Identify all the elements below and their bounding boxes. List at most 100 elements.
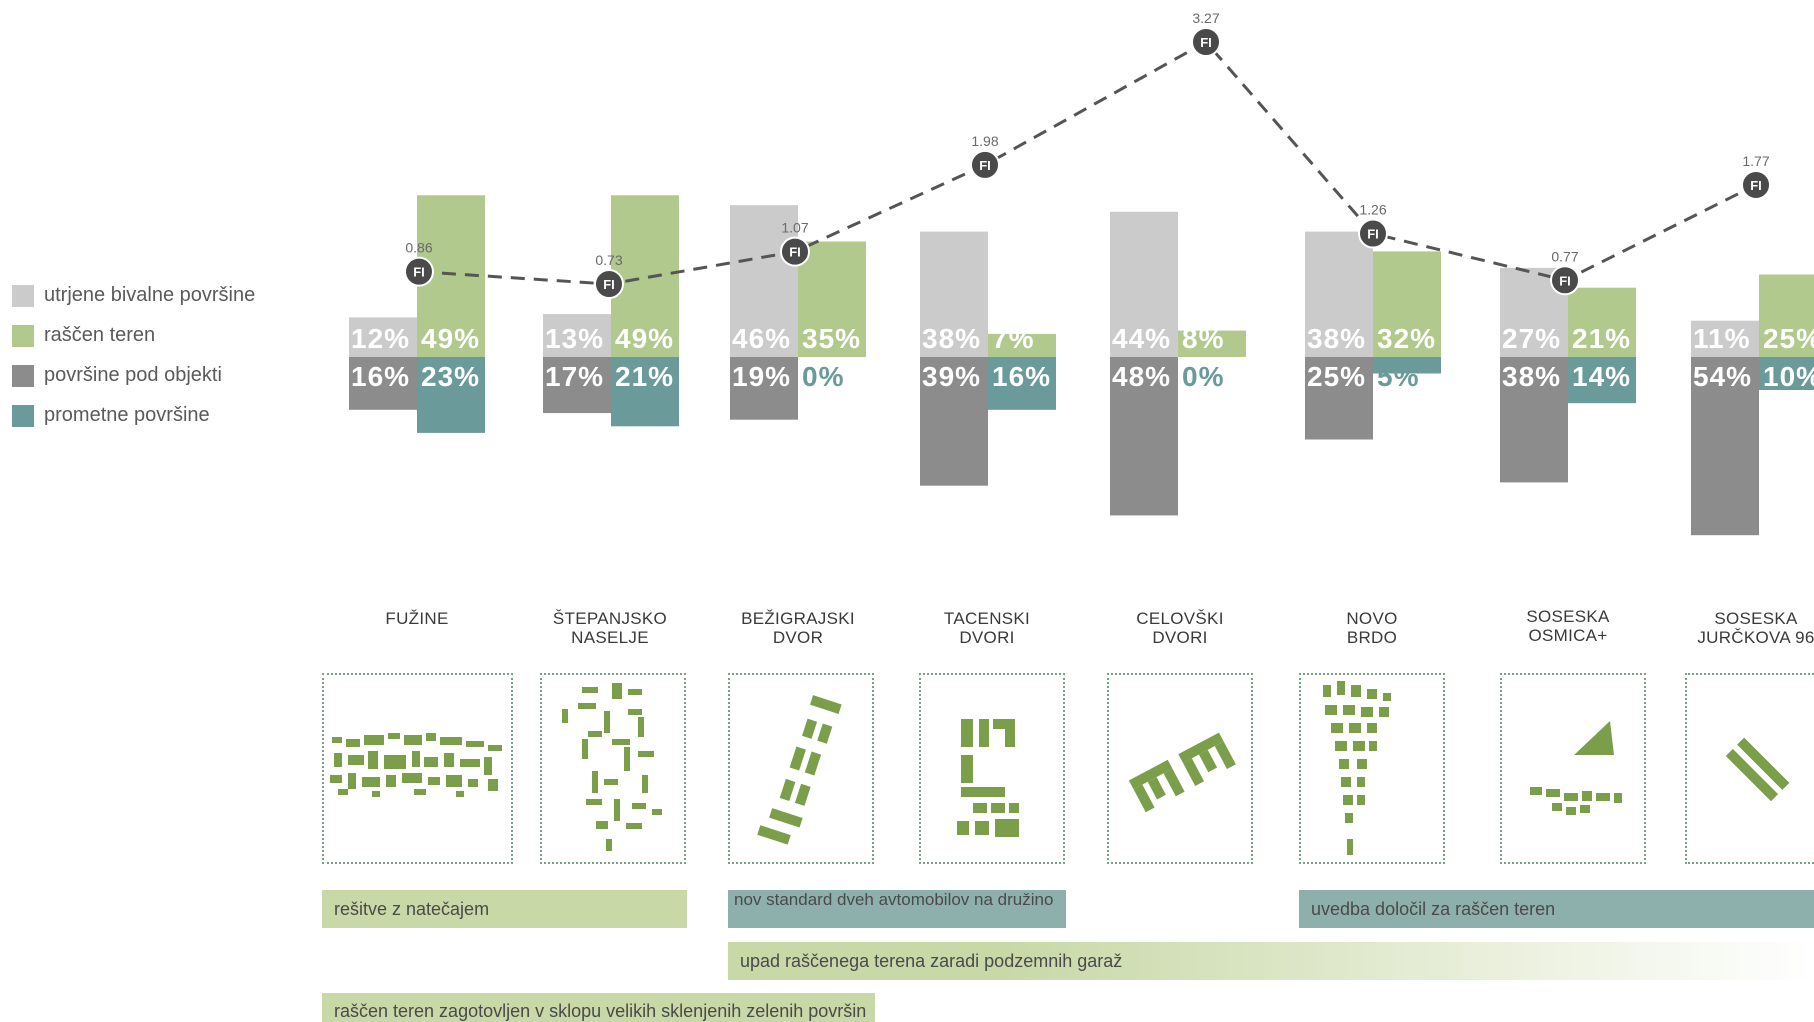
site-plan-novo-brdo [1299, 673, 1445, 864]
bar-utrjene [1305, 231, 1373, 357]
fi-marker [1550, 265, 1580, 296]
fi-marker [594, 269, 624, 300]
data-label-utrjene: 38% [1307, 323, 1366, 354]
fi-marker [404, 256, 434, 287]
bar-objekti [1305, 357, 1373, 440]
data-label-objekti: 16% [351, 361, 410, 392]
data-label-rascen: 49% [421, 323, 480, 354]
fi-line [418, 40, 1757, 286]
fi-value-label: 0.73 [595, 252, 622, 268]
site-plan-drawing [562, 683, 662, 851]
category-label-osmica: SOSESKA OSMICA+ [1526, 607, 1610, 645]
site-plan-tacenski [919, 673, 1065, 864]
data-label-prometne: 0% [1182, 361, 1224, 392]
data-label-objekti: 38% [1502, 361, 1561, 392]
bar-rascen [611, 195, 679, 357]
legend-label: površine pod objekti [44, 364, 222, 386]
category-label-fuzine: FUŽINE [385, 609, 449, 628]
bar-prometne [611, 357, 679, 427]
data-label-utrjene: 11% [1693, 323, 1751, 354]
bar-utrjene [920, 231, 988, 357]
site-plan-bezigrajski [728, 673, 874, 864]
data-label-utrjene: 38% [922, 323, 981, 354]
data-label-prometne: 14% [1572, 361, 1631, 392]
site-plan-drawing [1530, 721, 1622, 815]
bar-objekti [1110, 357, 1178, 516]
data-label-utrjene: 27% [1502, 323, 1561, 354]
fi-marker-label: FI [1367, 227, 1379, 242]
fi-marker-label: FI [789, 245, 801, 260]
data-label-prometne: 0% [802, 361, 844, 392]
fi-value-label: 1.98 [971, 133, 998, 149]
data-label-prometne: 10% [1763, 361, 1814, 392]
data-label-rascen: 21% [1572, 323, 1631, 354]
legend-swatch [12, 285, 34, 307]
band-avtomobili: nov standard dveh avtomobilov na družino [728, 890, 1066, 928]
site-plan-jurckova [1685, 673, 1814, 864]
data-label-prometne: 21% [615, 361, 674, 392]
fi-marker-label: FI [413, 265, 425, 280]
bar-objekti [1691, 357, 1759, 536]
fi-marker-label: FI [603, 277, 615, 292]
bar-rascen [798, 241, 866, 357]
category-label-bezigrajski: BEŽIGRAJSKI DVOR [741, 609, 855, 647]
bar-objekti [730, 357, 798, 420]
fi-marker [780, 236, 810, 267]
bar-prometne [417, 357, 485, 433]
bar-objekti [349, 357, 417, 410]
band-rascen-teren: uvedba določil za raščen teren [1299, 890, 1814, 928]
bar-prometne [1373, 357, 1441, 374]
bar-objekti [543, 357, 611, 414]
fi-marker [1358, 218, 1388, 249]
data-label-objekti: 25% [1307, 361, 1366, 392]
bar-utrjene [1691, 320, 1759, 357]
bar-rascen [1373, 251, 1441, 357]
data-label-rascen: 7% [992, 323, 1034, 354]
data-label-utrjene: 46% [732, 323, 791, 354]
site-plan-osmica [1500, 673, 1646, 864]
fi-value-label: 0.77 [1551, 248, 1578, 264]
data-label-rascen: 32% [1377, 323, 1436, 354]
site-plan-drawing [1323, 681, 1391, 855]
category-label-tacenski: TACENSKI DVORI [943, 609, 1031, 647]
data-label-rascen: 25% [1763, 323, 1814, 354]
category-label-celovski: CELOVŠKI DVORI [1136, 609, 1224, 647]
fi-marker [970, 149, 1000, 180]
legend-swatch [12, 405, 34, 427]
bar-utrjene [543, 314, 611, 357]
bar-objekti [1500, 357, 1568, 483]
data-label-rascen: 49% [615, 323, 674, 354]
site-plan-celovski [1107, 673, 1253, 864]
data-label-utrjene: 13% [545, 323, 604, 354]
data-label-prometne: 23% [421, 361, 480, 392]
fi-marker [1741, 169, 1771, 200]
data-label-objekti: 17% [545, 361, 604, 392]
fi-value-label: 1.77 [1742, 153, 1769, 169]
bar-utrjene [349, 317, 417, 357]
bar-utrjene [1110, 211, 1178, 357]
data-label-prometne: 5% [1377, 361, 1419, 392]
data-label-objekti: 48% [1112, 361, 1171, 392]
bar-rascen [1759, 274, 1814, 357]
band-zelene-povrsine: raščen teren zagotovljen v sklopu veliki… [322, 993, 875, 1022]
legend-label: utrjene bivalne površine [44, 284, 256, 306]
site-plan-stepanjsko [540, 673, 686, 864]
site-plan-drawing [757, 695, 842, 845]
fi-value-label: 3.27 [1192, 10, 1219, 26]
data-label-utrjene: 44% [1112, 323, 1171, 354]
site-plan-fuzine [322, 673, 513, 864]
category-label-stepanjsko: ŠTEPANJSKO NASELJE [552, 609, 668, 647]
fi-marker-label: FI [979, 158, 991, 173]
legend-label: prometne površine [44, 404, 210, 426]
data-label-prometne: 16% [992, 361, 1051, 392]
band-natecaj: rešitve z natečajem [322, 890, 687, 928]
bar-rascen [1568, 287, 1636, 357]
data-label-objekti: 39% [922, 361, 981, 392]
bar-objekti [920, 357, 988, 486]
bar-prometne [1568, 357, 1636, 404]
data-label-objekti: 19% [732, 361, 791, 392]
data-label-rascen: 35% [802, 323, 861, 354]
legend-swatch [12, 365, 34, 387]
fi-marker-label: FI [1750, 178, 1762, 193]
fi-marker-label: FI [1559, 273, 1571, 288]
